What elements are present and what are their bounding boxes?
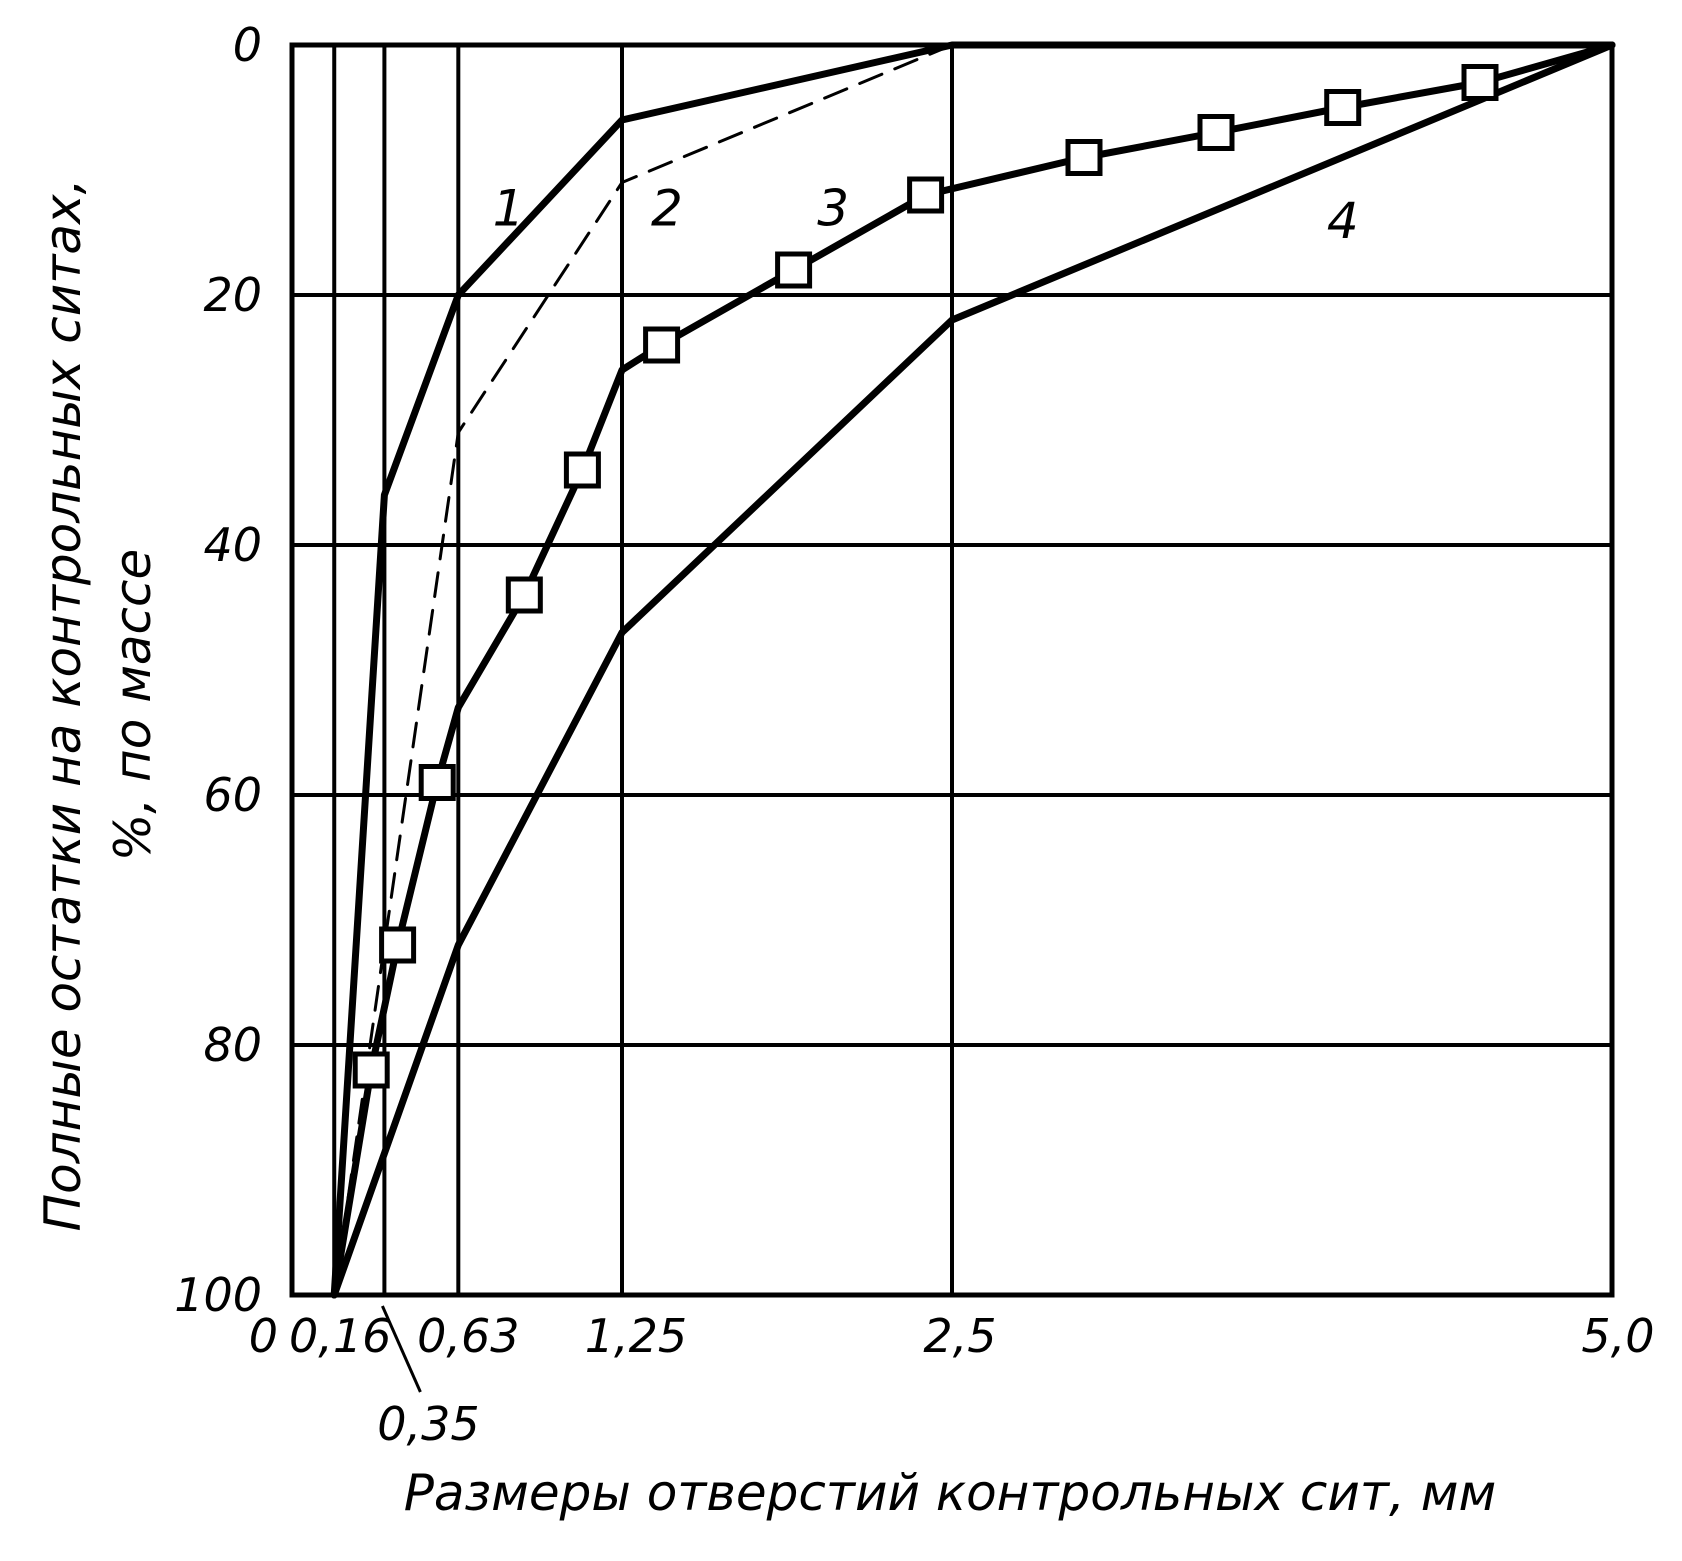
series-3-marker — [1461, 64, 1499, 101]
x-tick-label: 0 — [249, 1309, 278, 1363]
series-3-marker — [563, 451, 601, 489]
x-tick-label: 2,5 — [923, 1309, 996, 1363]
x-tick-label: 0,63 — [417, 1309, 519, 1363]
series-3-marker — [352, 1051, 390, 1089]
x-extra-tick-label: 0,35 — [377, 1397, 479, 1451]
curve-labels: 1 2 3 4 — [493, 180, 1359, 251]
series-3-marker — [643, 326, 681, 364]
curve-label-1: 1 — [493, 180, 525, 238]
x-axis-title: Размеры отверстий контрольных сит, мм — [404, 1464, 1497, 1522]
x-tick-label: 1,25 — [585, 1309, 687, 1363]
series-3-marker — [907, 176, 945, 214]
y-axis-title-line-2: %, по массе — [104, 549, 162, 862]
curve-label-4: 4 — [1327, 192, 1359, 250]
x-tick-label: 5,0 — [1581, 1309, 1654, 1363]
series-lines — [330, 41, 1616, 1299]
y-axis-title-line-1: Полные остатки на контрольных ситах, — [34, 178, 92, 1231]
y-tick-label: 80 — [203, 1018, 262, 1072]
series-markers — [352, 64, 1499, 1089]
series-3-line — [330, 41, 1616, 1299]
y-tick-label: 60 — [203, 768, 262, 822]
series-3-marker — [379, 926, 417, 964]
series-3-marker — [1065, 139, 1103, 176]
y-tick-label: 40 — [203, 518, 262, 572]
series-3-marker — [418, 764, 456, 801]
y-tick-label: 20 — [203, 268, 262, 322]
x-tick-label: 0,16 — [289, 1309, 391, 1363]
series-3-marker — [1324, 89, 1362, 126]
series-1-line — [330, 41, 1616, 1299]
curve-label-2: 2 — [651, 180, 683, 238]
series-3-marker — [1197, 114, 1235, 151]
x-extra-leader-line — [381, 1305, 422, 1393]
series-3-marker — [775, 251, 813, 289]
series-3-marker — [505, 576, 543, 614]
series-4-line — [330, 41, 1616, 1299]
grid — [289, 42, 1615, 1298]
y-tick-label: 0 — [233, 18, 262, 72]
curve-label-3: 3 — [817, 180, 849, 238]
y-tick-label: 100 — [174, 1268, 262, 1322]
